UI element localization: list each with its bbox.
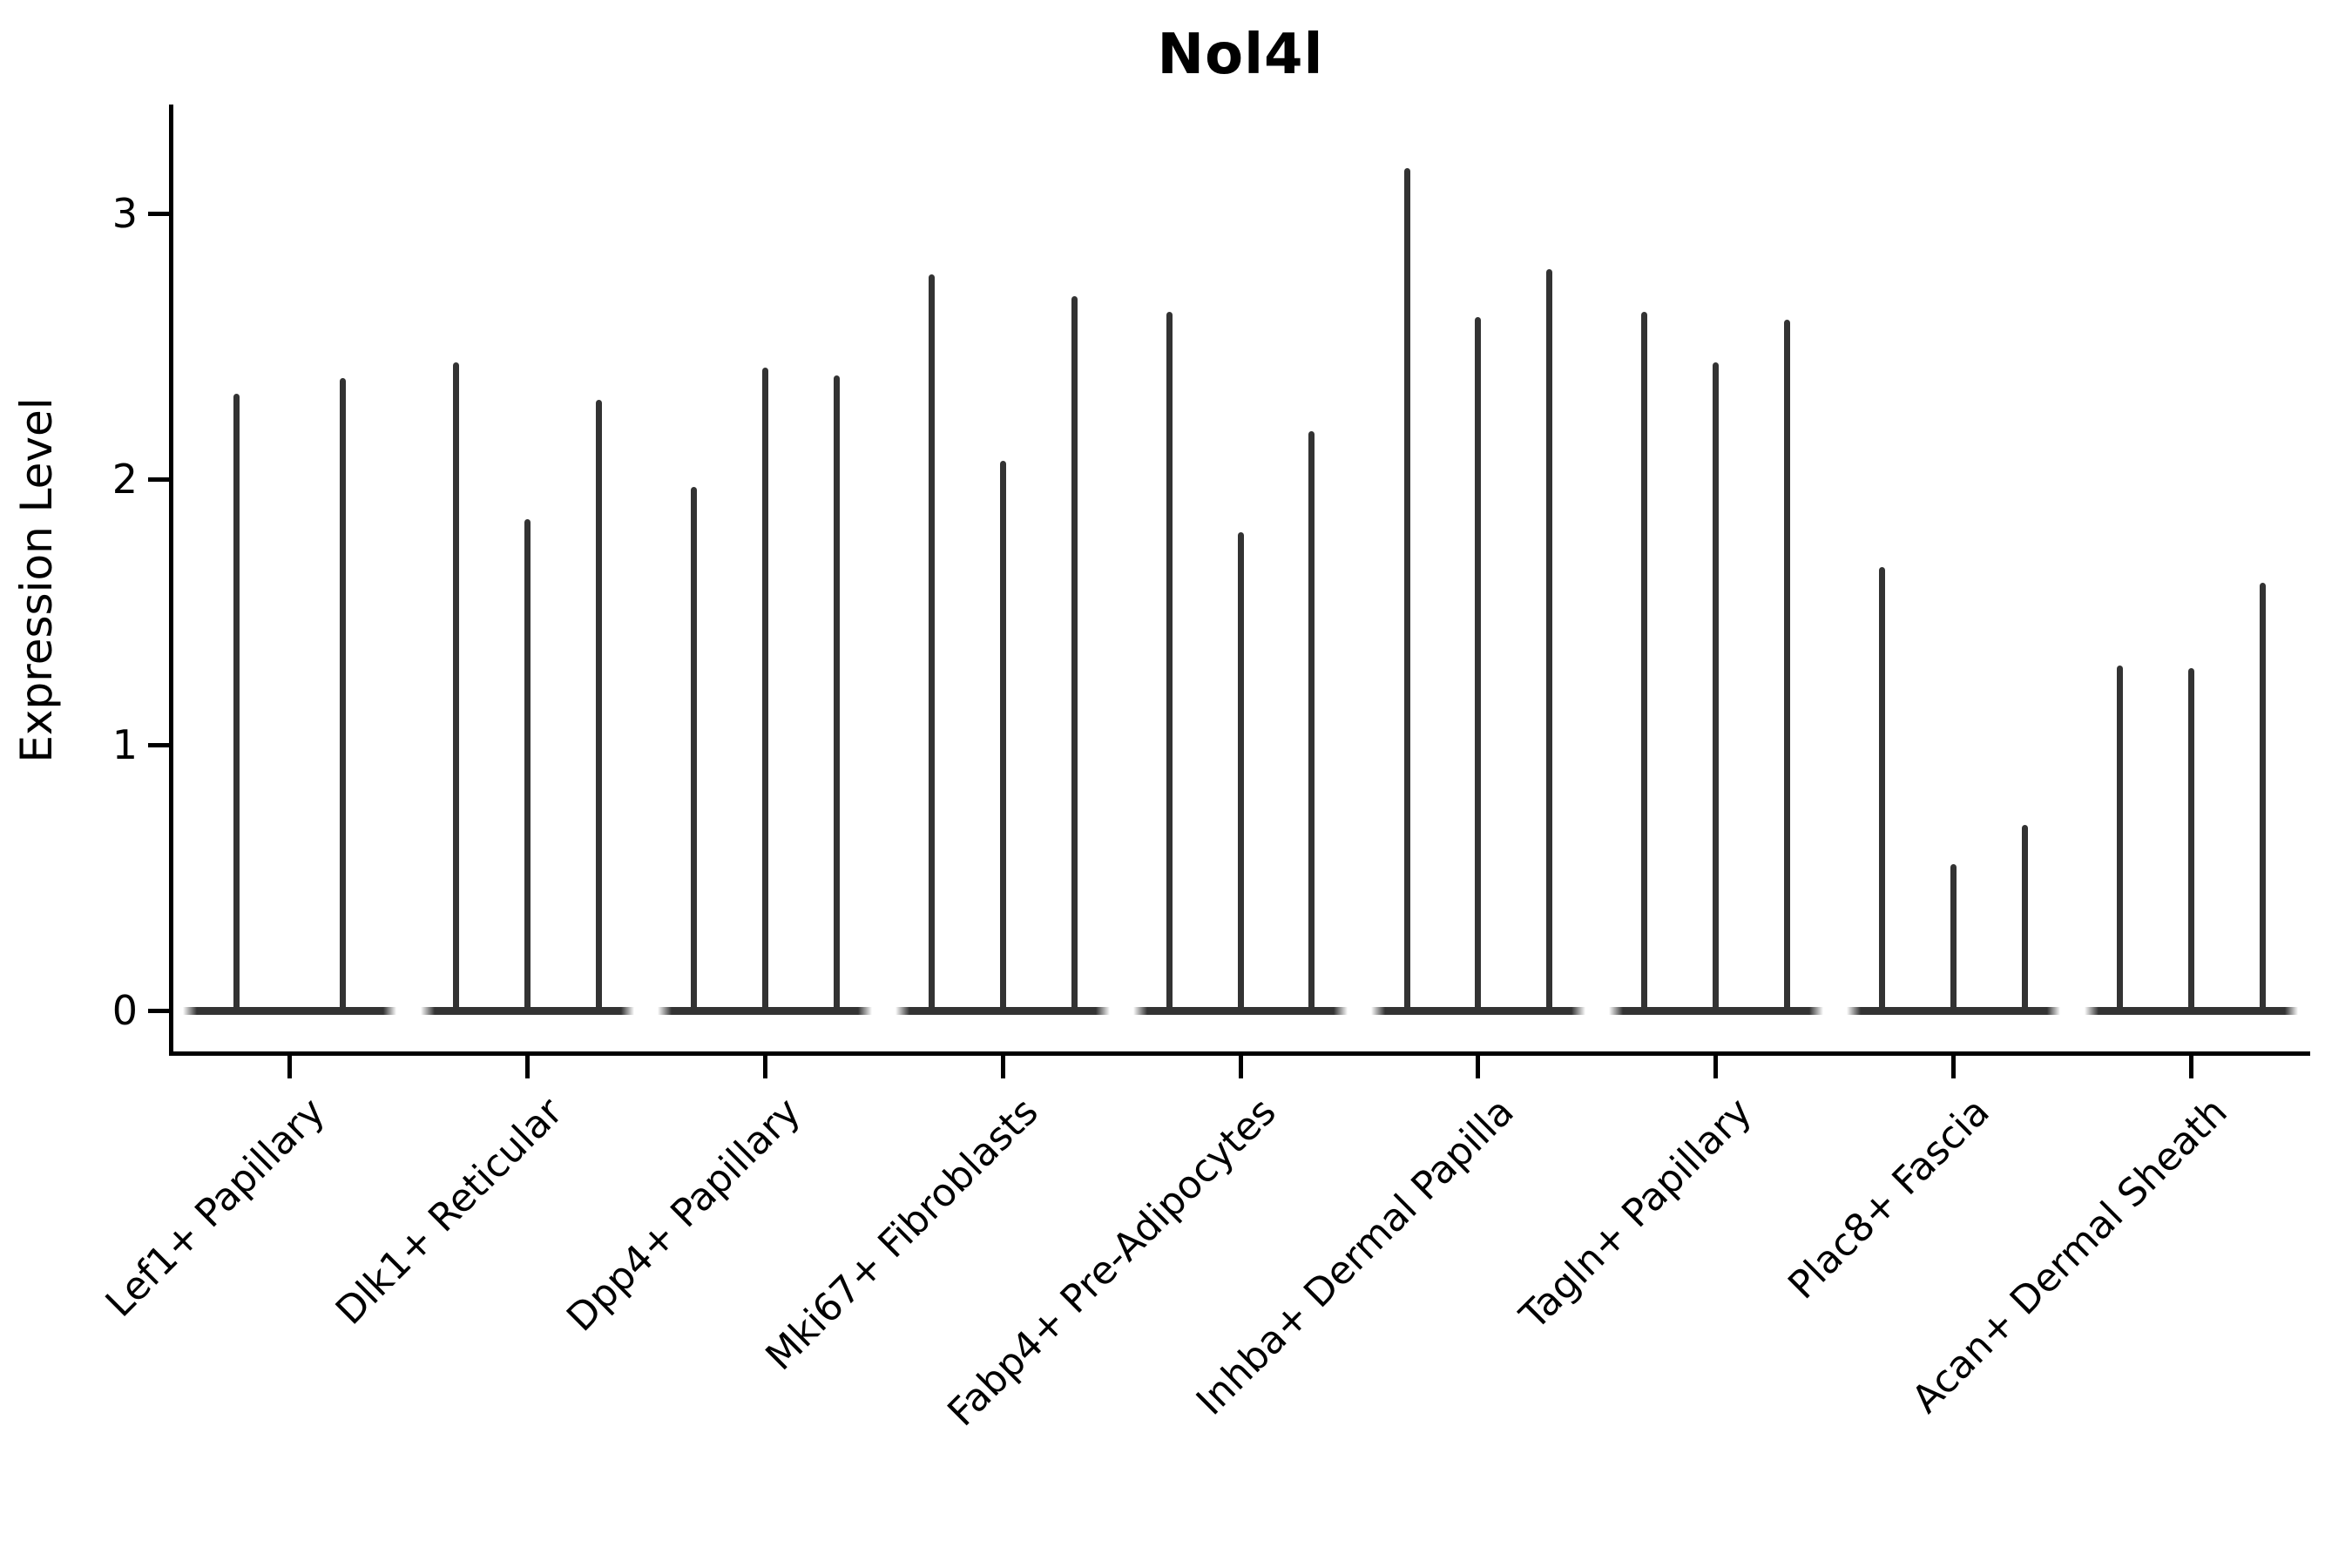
y-tick-mark	[148, 742, 171, 747]
y-axis-label: Expression Level	[11, 397, 62, 763]
violin-base	[1371, 1006, 1585, 1015]
violin-spike	[340, 378, 347, 1010]
x-tick-mark	[762, 1056, 767, 1078]
x-tick-label: Plac8+ Fascia	[1779, 1089, 1998, 1308]
violin-spike	[1237, 532, 1244, 1010]
violin-spike	[1071, 295, 1078, 1010]
y-tick-label: 1	[112, 721, 138, 768]
x-tick-mark	[2189, 1056, 2194, 1078]
y-axis-spine	[169, 105, 173, 1056]
x-tick-mark	[524, 1056, 530, 1078]
violin-spike	[2117, 665, 2124, 1010]
violin-spike	[833, 375, 840, 1010]
violin-base	[1133, 1006, 1348, 1015]
x-tick-label: Inhba+ Dermal Papilla	[1187, 1089, 1523, 1424]
x-tick-mark	[1238, 1056, 1243, 1078]
violin-spike	[1879, 566, 1886, 1010]
x-tick-label: Dpp4+ Papillary	[558, 1089, 809, 1341]
y-tick-mark	[148, 476, 171, 482]
x-tick-mark	[1000, 1056, 1005, 1078]
violin-spike	[1546, 269, 1553, 1010]
x-tick-mark	[287, 1056, 292, 1078]
violin-spike	[2022, 824, 2028, 1010]
violin-spike	[453, 362, 459, 1010]
x-axis-spine	[169, 1051, 2310, 1056]
y-tick-label: 0	[112, 987, 138, 1034]
violin-spike	[690, 487, 697, 1010]
x-tick-label: Mki67+ Fibroblasts	[757, 1089, 1047, 1380]
violin-spike	[1784, 320, 1791, 1010]
violin-spike	[233, 394, 240, 1010]
violin-spike	[999, 460, 1006, 1010]
y-tick-label: 3	[112, 190, 138, 237]
violin-spike	[2259, 583, 2266, 1011]
y-tick-mark	[148, 211, 171, 216]
violin-spike	[595, 399, 602, 1010]
x-tick-label: Acan+ Dermal Sheath	[1903, 1089, 2236, 1423]
violin-base	[2084, 1006, 2299, 1015]
violin-spike	[761, 367, 768, 1010]
violin-spike	[2188, 667, 2195, 1010]
y-tick-label: 2	[112, 456, 138, 503]
violin-base	[896, 1006, 1110, 1015]
violin-spike	[1950, 864, 1957, 1011]
x-tick-label: Tagln+ Papillary	[1511, 1089, 1761, 1339]
violin-spike	[1403, 168, 1410, 1010]
chart-title: Nol4l	[1157, 23, 1324, 87]
violin-base	[1609, 1006, 1823, 1015]
x-tick-mark	[1951, 1056, 1957, 1078]
violin-spike	[1166, 311, 1173, 1010]
violin-spike	[1641, 311, 1648, 1010]
violin-base	[658, 1006, 872, 1015]
violin-spike	[524, 518, 531, 1011]
violin-spike	[1475, 317, 1482, 1010]
x-tick-label: Dlk1+ Reticular	[328, 1089, 572, 1334]
violin-base	[182, 1006, 397, 1015]
x-tick-mark	[1713, 1056, 1719, 1078]
violin-spike	[928, 274, 935, 1010]
x-tick-label: Fabp4+ Pre-Adipocytes	[939, 1089, 1285, 1436]
violin-spike	[1308, 431, 1315, 1010]
violin-spike	[1713, 362, 1720, 1010]
y-tick-mark	[148, 1008, 171, 1013]
x-tick-mark	[1476, 1056, 1481, 1078]
